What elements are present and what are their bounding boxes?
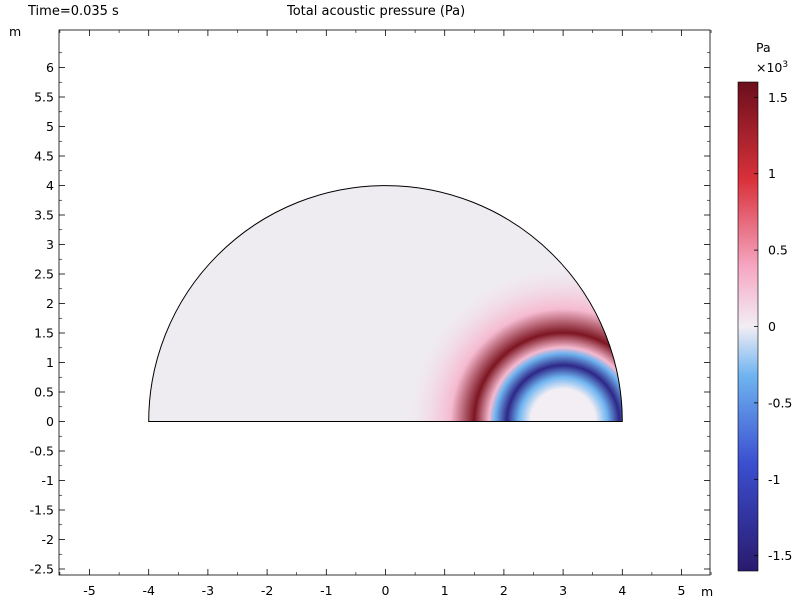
y-tick-label: 4 xyxy=(46,178,54,193)
y-tick-label: 0 xyxy=(46,414,54,429)
y-tick-label: 3 xyxy=(46,237,54,252)
y-tick-label: -0.5 xyxy=(30,444,54,459)
colorbar-tick-label: 0 xyxy=(768,319,776,334)
x-tick-label: 3 xyxy=(559,583,567,598)
y-axis-ticks: -2.5 -2 -1.5 -1 -0.5 0 0.5 1 1.5 2 2.5 3 3.5 4 4.5 5 5.5… xyxy=(30,52,710,577)
y-tick-label: -2 xyxy=(42,532,54,547)
colorbar-tick-label: 0.5 xyxy=(768,243,788,258)
x-tick-label: -1 xyxy=(320,583,332,598)
wave-rings xyxy=(409,267,623,422)
colorbar-tick-label: -1 xyxy=(768,472,780,487)
colorbar-tick-label: -1.5 xyxy=(768,548,792,563)
y-tick-label: 5.5 xyxy=(34,90,54,105)
y-tick-label: 5 xyxy=(46,119,54,134)
x-axis-label: m xyxy=(701,584,713,599)
x-axis-ticks: -5 -4 -3 -2 -1 0 1 2 3 4 5 xyxy=(59,30,712,598)
y-tick-label: 2.5 xyxy=(34,267,54,282)
y-tick-label: 2 xyxy=(46,296,54,311)
y-tick-label: -2.5 xyxy=(30,562,54,577)
y-tick-label: -1.5 xyxy=(30,503,54,518)
colorbar-tick-label: 1 xyxy=(768,166,776,181)
colorbar-tick-label: -0.5 xyxy=(768,395,792,410)
x-tick-label: -5 xyxy=(83,583,95,598)
x-tick-label: -4 xyxy=(142,583,155,598)
x-tick-label: 1 xyxy=(441,583,449,598)
x-tick-label: 0 xyxy=(382,583,390,598)
colorbar-ticks: 1.5 1 0.5 0 -0.5 -1 -1.5 xyxy=(754,90,792,563)
x-tick-label: 4 xyxy=(618,583,626,598)
domain-boundary xyxy=(148,185,623,422)
x-tick-label: 2 xyxy=(500,583,508,598)
y-tick-label: -1 xyxy=(42,473,54,488)
time-label: Time=0.035 s xyxy=(28,4,119,19)
y-tick-label: 6 xyxy=(46,60,54,75)
y-tick-label: 4.5 xyxy=(34,149,54,164)
colorbar-tick-label: 1.5 xyxy=(768,90,788,105)
y-axis-label: m xyxy=(9,24,21,39)
colorbar-multiplier: ×103 xyxy=(756,60,788,75)
plot-title: Total acoustic pressure (Pa) xyxy=(287,4,466,19)
x-tick-label: 5 xyxy=(678,583,686,598)
x-tick-label: -3 xyxy=(202,583,214,598)
colorbar-unit: Pa xyxy=(756,40,771,55)
y-tick-label: 1 xyxy=(46,355,54,370)
y-tick-label: 0.5 xyxy=(34,385,54,400)
y-tick-label: 1.5 xyxy=(34,326,54,341)
y-tick-label: 3.5 xyxy=(34,208,54,223)
x-tick-label: -2 xyxy=(261,583,273,598)
